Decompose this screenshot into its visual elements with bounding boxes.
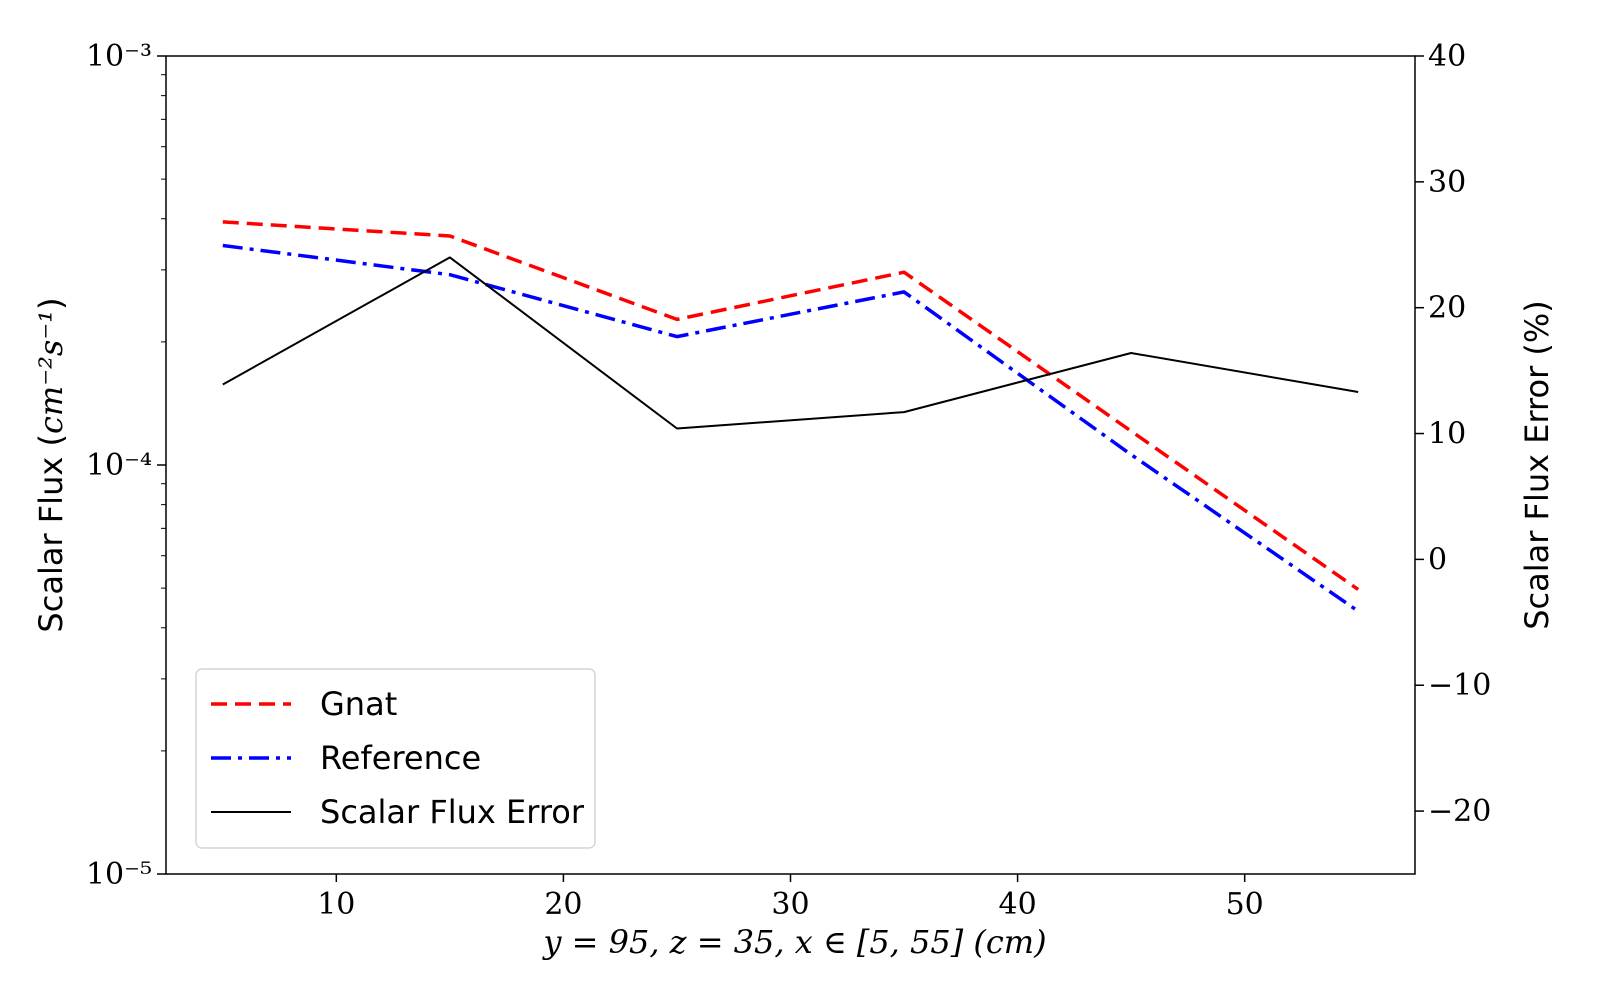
legend-label: Reference — [320, 739, 481, 777]
right-tick-label: 0 — [1428, 542, 1447, 577]
left-axis-title-units: cm⁻²s⁻¹ — [32, 310, 70, 434]
legend-box — [195, 668, 596, 849]
right-tick-label: 30 — [1428, 165, 1466, 200]
series-line-reference — [222, 243, 1360, 613]
left-axis-title-text: Scalar Flux ( — [32, 434, 70, 633]
right-axis-title: Scalar Flux Error (%) — [1518, 300, 1556, 630]
legend: Gnat Reference Scalar Flux Error — [195, 668, 596, 849]
right-tick-label: 20 — [1428, 291, 1466, 326]
left-axis-title: Scalar Flux (cm⁻²s⁻¹) — [32, 297, 70, 632]
x-tick-label: 10 — [317, 887, 355, 922]
series-line-gnat — [222, 220, 1360, 591]
left-tick-label: 10⁻⁴ — [86, 448, 152, 483]
x-tick-label: 50 — [1226, 887, 1264, 922]
right-tick-label: −20 — [1428, 794, 1491, 829]
x-tick-label: 30 — [771, 887, 809, 922]
series-line-scalar-flux-error — [222, 256, 1359, 430]
right-tick-label: −10 — [1428, 668, 1491, 703]
x-tick-label: 20 — [544, 887, 582, 922]
x-axis-title: y = 95, z = 35, x ∈ [5, 55] (cm) — [541, 923, 1046, 961]
legend-label: Scalar Flux Error — [320, 793, 585, 831]
left-tick-label: 10⁻³ — [86, 39, 152, 74]
right-tick-label: 40 — [1428, 39, 1466, 74]
left-tick-label: 10⁻⁵ — [86, 857, 152, 892]
left-axis-title-close: ) — [32, 297, 70, 309]
series-layer — [222, 220, 1360, 613]
right-axis-ticks: 40 30 20 10 0 −10 −20 — [1415, 39, 1491, 829]
legend-label: Gnat — [320, 685, 397, 723]
x-axis-ticks: 10 20 30 40 50 — [317, 874, 1264, 922]
right-tick-label: 10 — [1428, 417, 1466, 452]
left-axis-ticks: 10⁻³ 10⁻⁴ 10⁻⁵ — [86, 39, 166, 892]
x-tick-label: 40 — [998, 887, 1036, 922]
